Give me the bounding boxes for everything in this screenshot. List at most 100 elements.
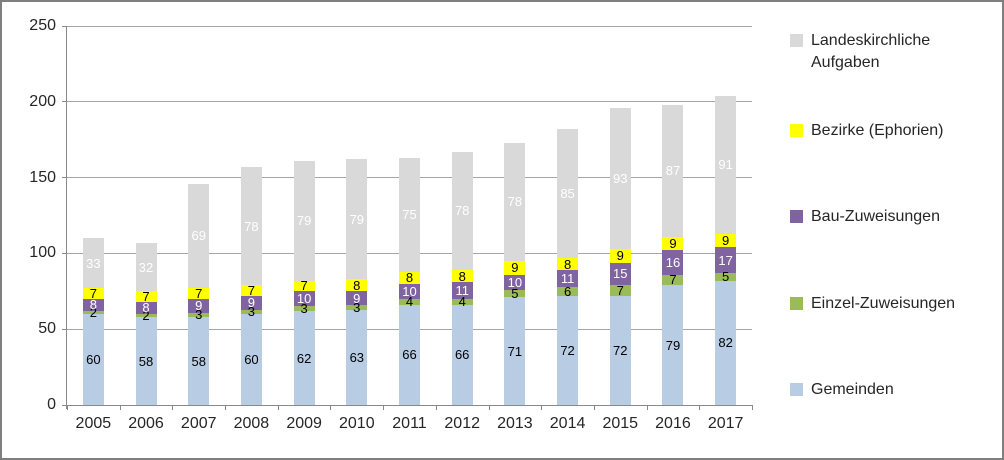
x-tick-label: 2016 — [655, 415, 691, 432]
bar-segment-label: 9 — [353, 290, 361, 306]
bar-segment-label: 8 — [563, 256, 572, 272]
bar-segment-label: 69 — [191, 228, 206, 244]
y-tick-label: 200 — [29, 92, 56, 110]
bar-segment-label: 3 — [247, 304, 256, 320]
bar-segment-label: 32 — [138, 259, 154, 275]
bar-segment — [715, 280, 737, 405]
legend-item: Landeskirchliche Aufgaben — [790, 30, 995, 74]
bar-segment — [240, 314, 262, 405]
x-axis-tick — [119, 406, 121, 410]
bar-segment-label: 7 — [247, 283, 256, 299]
y-tick-label: 150 — [29, 168, 56, 186]
bar-segment — [346, 309, 368, 405]
bar-segment-label: 9 — [616, 248, 624, 264]
bar-segment-label: 58 — [138, 353, 154, 369]
bar-segment-label: 6 — [563, 283, 572, 299]
bar-segment — [293, 291, 315, 307]
bar-segment-label: 60 — [244, 352, 259, 368]
x-axis-tick — [541, 406, 543, 410]
bar-segment — [662, 236, 684, 251]
bar-segment — [504, 289, 526, 298]
bar-segment-label: 79 — [665, 337, 681, 353]
bar-segment-label: 66 — [402, 347, 417, 363]
bar-segment — [609, 248, 631, 263]
x-axis-tick — [225, 406, 227, 410]
bar-segment-label: 8 — [353, 277, 361, 293]
bar-segment — [557, 129, 579, 258]
bar-segment — [82, 238, 104, 289]
y-axis-tick — [62, 252, 66, 254]
legend-label: Landeskirchliche Aufgaben — [811, 32, 931, 71]
bar-segment — [82, 288, 104, 299]
x-tick-label: 2013 — [497, 415, 533, 432]
chart-legend: Landeskirchliche Aufgaben Bezirke (Ephori… — [790, 2, 998, 458]
bar-segment — [188, 183, 210, 289]
bar-segment — [504, 142, 526, 261]
bar-segment-label: 15 — [613, 266, 628, 282]
bar-segment — [557, 295, 579, 405]
bar-segment-label: 4 — [458, 294, 466, 310]
bar-segment — [715, 247, 737, 274]
bar-segment-label: 7 — [89, 286, 97, 302]
bar-segment-label: 87 — [665, 163, 681, 179]
bar-segment-label: 7 — [616, 283, 624, 299]
bar-segment-label: 58 — [191, 353, 206, 369]
legend-label: Einzel-Zuweisungen — [811, 295, 956, 312]
bar-segment — [715, 95, 737, 234]
bar-segment-label: 7 — [669, 272, 677, 288]
bar-segment-label: 82 — [718, 335, 733, 351]
bar-segment-label: 66 — [454, 347, 470, 363]
bar-segment-label: 63 — [349, 349, 365, 365]
bar-segment — [135, 314, 157, 318]
bar-segment — [82, 298, 104, 312]
x-axis-tick — [593, 406, 595, 410]
bar-segment — [609, 107, 631, 249]
bar-segment-label: 5 — [511, 286, 519, 302]
bar-segment-label: 75 — [402, 207, 417, 223]
bar-segment — [557, 286, 579, 296]
y-axis-tick — [62, 101, 66, 103]
bar-segment — [609, 262, 631, 286]
bar-segment — [135, 317, 157, 405]
bar-segment-label: 78 — [507, 194, 523, 210]
bar-segment — [240, 309, 262, 315]
legend-swatch-icon — [790, 34, 803, 47]
x-axis-line — [62, 405, 753, 406]
x-tick-label: 2009 — [286, 415, 322, 432]
bar-segment-label: 9 — [195, 298, 203, 314]
bar-segment-label: 2 — [142, 308, 150, 324]
bar-segment-label: 93 — [613, 170, 628, 186]
bar-segment-label: 79 — [296, 213, 312, 229]
bar-segment — [188, 298, 210, 313]
bar-segment-label: 91 — [718, 157, 733, 173]
legend-item: Bezirke (Ephorien) — [790, 120, 995, 142]
x-axis-tick — [172, 406, 174, 410]
bar-segment — [346, 291, 368, 305]
x-tick-label: 2015 — [602, 415, 639, 432]
bar-segment-label: 71 — [507, 343, 523, 359]
bar-segment-label: 9 — [669, 236, 677, 252]
y-tick-label: 50 — [38, 320, 56, 338]
bar-segment-label: 7 — [142, 289, 150, 305]
bar-segment — [293, 160, 315, 281]
bar-segment — [504, 274, 526, 290]
bar-segment-label: 2 — [89, 305, 97, 321]
bar-segment-label: 3 — [353, 299, 361, 315]
bar-segment — [557, 270, 579, 287]
bar-segment — [399, 283, 420, 299]
bar-segment — [135, 291, 157, 302]
bar-segment — [609, 295, 631, 405]
bar-segment-label: 4 — [405, 294, 414, 310]
legend-item: Bau-Zuweisungen — [790, 206, 995, 228]
bar-segment — [662, 285, 684, 405]
x-axis-tick — [435, 406, 437, 410]
legend-label: Gemeinden — [811, 381, 894, 398]
bar-segment-label: 33 — [86, 255, 101, 271]
bar-segment-label: 16 — [665, 254, 681, 270]
bar-segment — [346, 304, 368, 310]
bar-segment — [715, 273, 737, 281]
x-tick-label: 2008 — [233, 415, 270, 432]
bar-segment-label: 9 — [247, 295, 256, 311]
